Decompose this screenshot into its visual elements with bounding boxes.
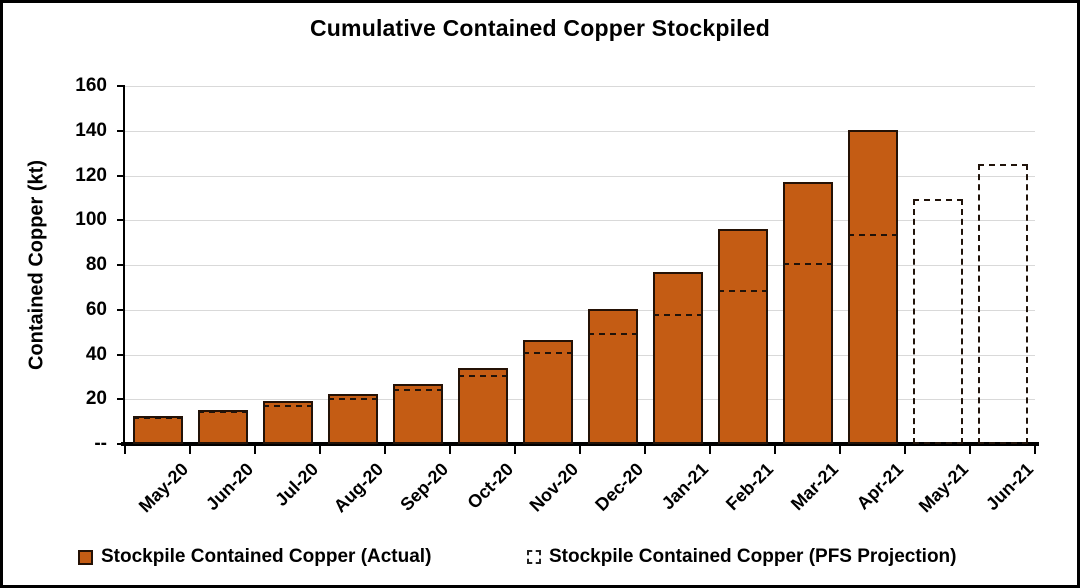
- bar-projection-Sep-20: [392, 388, 443, 444]
- x-axis-tick: [384, 446, 386, 454]
- y-axis-tick-label: 60: [85, 298, 107, 320]
- x-axis-category-label: May-21: [914, 459, 972, 517]
- y-axis-line: [123, 86, 125, 444]
- y-axis-tick: [117, 85, 125, 87]
- x-axis-tick: [969, 446, 971, 454]
- gridline: [125, 130, 1035, 132]
- legend-dashed-swatch-icon: [527, 550, 541, 564]
- y-axis-tick-label: 100: [75, 209, 107, 231]
- y-axis-tick: [117, 174, 125, 177]
- x-axis-category-label: May-20: [134, 459, 192, 517]
- bar-actual-Jan-21: [652, 271, 703, 444]
- x-axis-category-label: Dec-20: [590, 459, 647, 515]
- x-axis-tick: [514, 446, 516, 454]
- x-axis-tick: [644, 446, 646, 454]
- bar-projection-Mar-21: [782, 262, 833, 444]
- y-axis-tick: [117, 353, 125, 356]
- x-axis-category-label: Aug-20: [329, 459, 387, 517]
- gridline: [125, 175, 1035, 177]
- y-axis-tick-label: 20: [85, 388, 107, 410]
- bar-projection-May-20: [132, 417, 183, 444]
- bar-projection-Jul-20: [262, 404, 313, 444]
- x-axis-tick: [189, 446, 191, 454]
- legend-label: Stockpile Contained Copper (Actual): [101, 546, 432, 567]
- x-axis-category-label: Jun-20: [201, 459, 257, 515]
- bar-projection-May-21: [912, 199, 963, 444]
- y-axis-tick-label: 160: [75, 75, 107, 96]
- gridline: [125, 399, 1035, 401]
- x-axis-category-label: Oct-20: [462, 459, 517, 513]
- x-axis-category-label: Nov-20: [525, 459, 582, 516]
- gridline: [125, 86, 1035, 87]
- x-axis-tick: [904, 446, 906, 454]
- y-axis-tick: [117, 219, 125, 222]
- bar-projection-Jun-20: [197, 411, 248, 444]
- y-axis-tick: [117, 398, 125, 401]
- x-axis-category-label: Jun-21: [981, 459, 1037, 515]
- x-axis-category-label: Feb-21: [721, 459, 777, 515]
- y-axis-tick-label: --: [94, 433, 107, 454]
- x-axis-tick: [709, 446, 711, 454]
- bar-projection-Dec-20: [587, 333, 638, 444]
- x-axis-tick: [1034, 446, 1036, 454]
- legend-solid-swatch-icon: [78, 549, 93, 565]
- y-axis-tick: [117, 308, 125, 311]
- y-axis-tick-label: 140: [75, 119, 107, 141]
- y-axis-tick-label: 80: [85, 254, 107, 275]
- bar-projection-Jun-21: [977, 163, 1028, 444]
- y-axis-tick: [117, 264, 125, 266]
- bar-projection-Jan-21: [652, 314, 703, 444]
- bar-projection-Nov-20: [522, 352, 573, 444]
- gridline: [125, 309, 1035, 311]
- chart-title: Cumulative Contained Copper Stockpiled: [310, 15, 770, 41]
- y-axis-tick-label: 120: [75, 164, 107, 186]
- x-axis-category-label: Mar-21: [786, 459, 842, 515]
- x-axis-tick: [319, 446, 321, 454]
- gridline: [125, 220, 1035, 222]
- x-axis-category-label: Sep-20: [395, 459, 452, 515]
- legend-label: Stockpile Contained Copper (PFS Projecti…: [549, 546, 957, 567]
- x-axis-tick: [449, 446, 451, 454]
- bar-projection-Oct-20: [457, 374, 508, 444]
- y-axis-tick-label: 40: [85, 343, 107, 365]
- y-axis-tick: [117, 129, 125, 132]
- x-axis-tick: [579, 446, 581, 454]
- x-axis-tick: [254, 446, 256, 454]
- gridline: [125, 265, 1035, 266]
- x-axis-category-label: Jan-21: [657, 459, 712, 514]
- x-axis-line: [121, 442, 1039, 446]
- bar-projection-Apr-21: [847, 233, 898, 444]
- bar-projection-Feb-21: [717, 289, 768, 444]
- chart-canvas: Cumulative Contained Copper Stockpiled C…: [3, 3, 1077, 585]
- x-axis-category-label: Apr-21: [852, 459, 907, 514]
- bar-projection-Aug-20: [327, 398, 378, 444]
- legend-item-projection: Stockpile Contained Copper (PFS Projecti…: [527, 546, 956, 568]
- legend-item-actual: Stockpile Contained Copper (Actual): [78, 546, 431, 568]
- bar-actual-Sep-20: [392, 383, 443, 444]
- x-axis-tick: [774, 446, 776, 454]
- gridline: [125, 354, 1035, 356]
- x-axis-tick: [839, 446, 841, 454]
- x-axis-category-label: Jul-20: [270, 459, 322, 510]
- x-axis-tick: [124, 446, 126, 454]
